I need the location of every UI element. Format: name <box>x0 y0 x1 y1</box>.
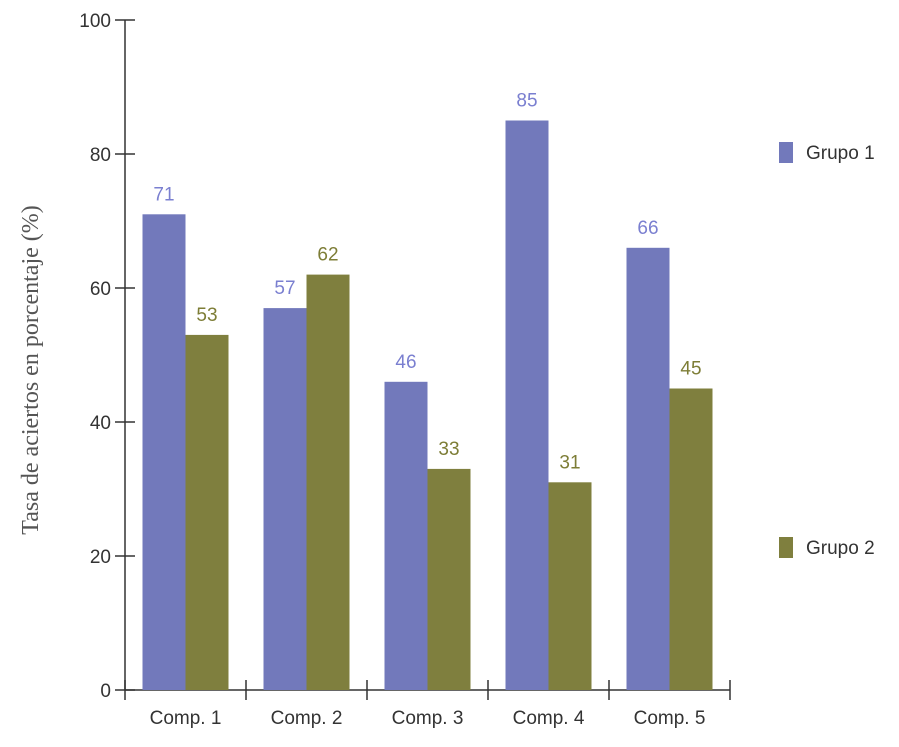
x-axis: Comp. 1 Comp. 2 Comp. 3 Comp. 4 Comp. 5 <box>124 680 731 729</box>
y-tick-label: 60 <box>90 279 111 300</box>
bars <box>142 120 713 691</box>
bar <box>185 334 229 690</box>
value-labels: 71 53 57 62 46 33 85 31 66 45 <box>153 91 701 474</box>
bar <box>427 468 471 690</box>
data-label: 45 <box>680 359 701 380</box>
y-axis: 0 20 40 60 80 100 <box>79 11 135 702</box>
data-label: 62 <box>317 245 338 266</box>
bar <box>505 120 549 690</box>
legend-swatch <box>779 142 793 163</box>
y-tick-label: 80 <box>90 145 111 166</box>
bar <box>142 214 186 691</box>
bar <box>669 388 713 690</box>
legend: Grupo 1 Grupo 2 <box>779 142 875 559</box>
legend-swatch <box>779 537 793 558</box>
x-tick-label: Comp. 5 <box>634 708 706 729</box>
data-label: 53 <box>196 305 217 326</box>
y-tick-label: 0 <box>100 681 111 702</box>
y-tick-label: 20 <box>90 547 111 568</box>
bar <box>263 308 307 690</box>
y-tick-label: 40 <box>90 413 111 434</box>
bar <box>548 482 592 690</box>
data-label: 71 <box>153 184 174 205</box>
x-tick-label: Comp. 2 <box>271 708 343 729</box>
data-label: 85 <box>516 91 537 112</box>
x-tick-label: Comp. 4 <box>513 708 585 729</box>
data-label: 46 <box>395 352 416 373</box>
bar <box>626 247 670 691</box>
bar <box>306 274 350 690</box>
x-tick-label: Comp. 3 <box>392 708 464 729</box>
y-axis-label: Tasa de aciertos en porcentaje (%) <box>18 205 44 534</box>
x-tick-label: Comp. 1 <box>150 708 222 729</box>
data-label: 66 <box>637 218 658 239</box>
data-label: 57 <box>274 278 295 299</box>
y-tick-label: 100 <box>79 11 111 32</box>
legend-label: Grupo 2 <box>806 538 875 559</box>
bar <box>384 381 428 690</box>
legend-label: Grupo 1 <box>806 143 875 164</box>
data-label: 33 <box>438 439 459 460</box>
data-label: 31 <box>559 452 580 473</box>
